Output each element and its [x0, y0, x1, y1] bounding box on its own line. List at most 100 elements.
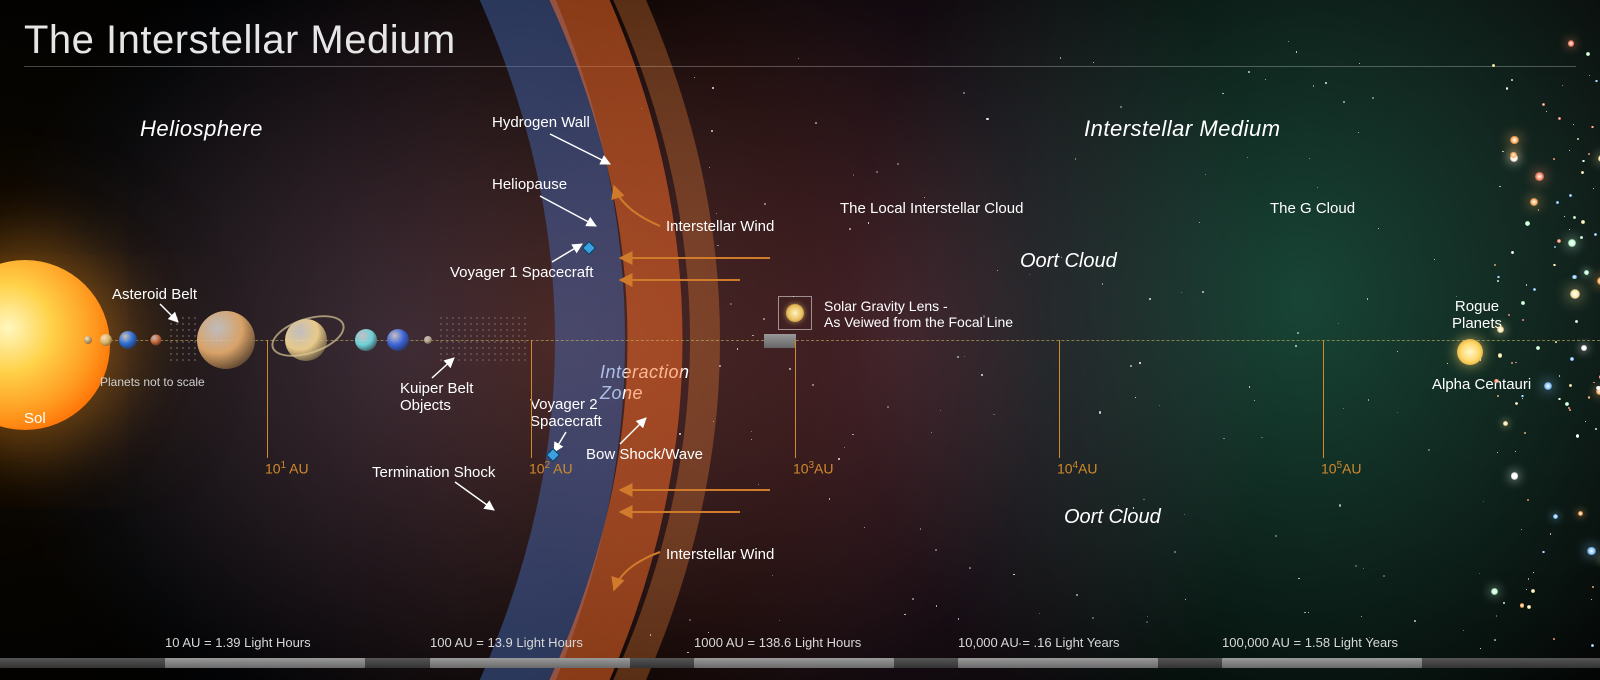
scale-label: 10 AU = 1.39 Light Hours	[165, 635, 311, 650]
bg-star	[1061, 257, 1062, 258]
planet-neptune	[387, 329, 409, 351]
sun-label: Sol	[24, 410, 46, 427]
bg-star	[1582, 160, 1584, 162]
bg-star	[931, 432, 932, 433]
bg-star	[1553, 638, 1555, 640]
tick-label-10e5: 105AU	[1321, 460, 1361, 477]
bg-star	[1339, 504, 1341, 506]
bg-star	[1147, 616, 1148, 617]
scalebar-segment	[165, 658, 365, 668]
planet-jupiter	[197, 311, 255, 369]
bg-star	[741, 557, 742, 558]
bg-star	[1202, 291, 1204, 293]
heliopause-label: Heliopause	[492, 176, 567, 193]
bg-star	[1559, 375, 1560, 376]
bg-star	[981, 374, 982, 375]
bg-star	[1149, 298, 1151, 300]
bg-star	[1577, 138, 1579, 140]
bg-star	[1492, 64, 1495, 67]
alpha-centauri-star	[1457, 339, 1483, 365]
bg-star	[1555, 341, 1557, 343]
bg-star	[940, 410, 941, 411]
bg-star	[1515, 402, 1518, 405]
bg-star	[997, 270, 998, 271]
bg-star	[798, 58, 799, 59]
bg-star	[1254, 400, 1255, 401]
bg-star	[936, 605, 937, 606]
bg-star	[1511, 472, 1518, 479]
bg-star	[709, 167, 710, 168]
bg-star	[1343, 408, 1344, 409]
bg-star	[1502, 151, 1503, 152]
bg-star	[1595, 80, 1597, 82]
bg-star	[716, 213, 717, 214]
bg-star	[1530, 198, 1538, 206]
bg-star	[1576, 434, 1579, 437]
region-g-cloud: The G Cloud	[1270, 200, 1355, 217]
bg-star	[1463, 630, 1464, 631]
bg-star	[897, 163, 899, 165]
tick-10e2	[531, 340, 532, 458]
bg-star	[1247, 157, 1248, 158]
solar-gravity-lens-icon	[778, 296, 812, 330]
bg-star	[1298, 578, 1300, 580]
bg-star	[986, 118, 988, 120]
scale-label: 100,000 AU = 1.58 Light Years	[1222, 635, 1398, 650]
bg-star	[1591, 599, 1592, 600]
bg-star	[1497, 452, 1498, 453]
scale-label: 100 AU = 13.9 Light Hours	[430, 635, 583, 650]
bg-star	[1510, 152, 1516, 158]
bg-star	[1363, 568, 1364, 569]
interstellar-wind-bottom: Interstellar Wind	[666, 546, 774, 563]
bg-star	[1546, 111, 1547, 112]
scale-label: 1000 AU = 138.6 Light Hours	[694, 635, 861, 650]
tick-label-10e4: 104AU	[1057, 460, 1097, 477]
bg-star	[1580, 236, 1583, 239]
region-ism: Interstellar Medium	[1084, 116, 1281, 142]
bg-star	[1184, 514, 1185, 515]
bg-star	[1525, 221, 1530, 226]
bg-star	[1367, 298, 1369, 300]
scalebar-segment	[958, 658, 1158, 668]
sgl-marker	[764, 334, 796, 348]
tick-10e5	[1323, 340, 1324, 458]
bg-star	[1569, 384, 1572, 387]
bg-star	[1143, 499, 1144, 500]
bg-star	[1510, 136, 1518, 144]
bg-star	[838, 458, 840, 460]
bg-star	[711, 130, 713, 132]
bg-star	[1338, 323, 1339, 324]
bg-star	[1479, 573, 1480, 574]
bow-shock-label: Bow Shock/Wave	[586, 446, 703, 463]
bg-star	[751, 431, 752, 432]
bg-star	[1483, 501, 1484, 502]
bg-star	[1323, 211, 1324, 212]
bg-star	[687, 652, 688, 653]
scale-label: 10,000 AU = .16 Light Years	[958, 635, 1120, 650]
bg-star	[1397, 351, 1398, 352]
bg-star	[717, 245, 718, 246]
tick-10e3	[795, 340, 796, 458]
bg-star	[1527, 499, 1529, 501]
bg-star	[1553, 264, 1556, 267]
bg-star	[1569, 409, 1570, 410]
planet-mars	[151, 335, 162, 346]
bg-star	[719, 365, 721, 367]
tick-label-10e2: 102 AU	[529, 460, 573, 477]
bg-star	[1524, 432, 1526, 434]
tick-label-10e1: 101 AU	[265, 460, 309, 477]
bg-star	[1494, 264, 1496, 266]
scalebar-segment	[430, 658, 630, 668]
planet-venus	[100, 334, 112, 346]
bg-star	[1521, 395, 1523, 397]
bg-star	[1076, 594, 1078, 596]
planets-note: Planets not to scale	[100, 375, 205, 389]
bg-star	[1568, 407, 1570, 409]
bg-star	[1511, 79, 1513, 81]
bg-star	[1265, 79, 1266, 80]
region-heliosphere: Heliosphere	[140, 116, 263, 142]
bg-star	[1591, 126, 1593, 128]
bg-star	[1288, 41, 1289, 42]
planet-earth	[119, 331, 137, 349]
scalebar-segment	[1222, 658, 1422, 668]
